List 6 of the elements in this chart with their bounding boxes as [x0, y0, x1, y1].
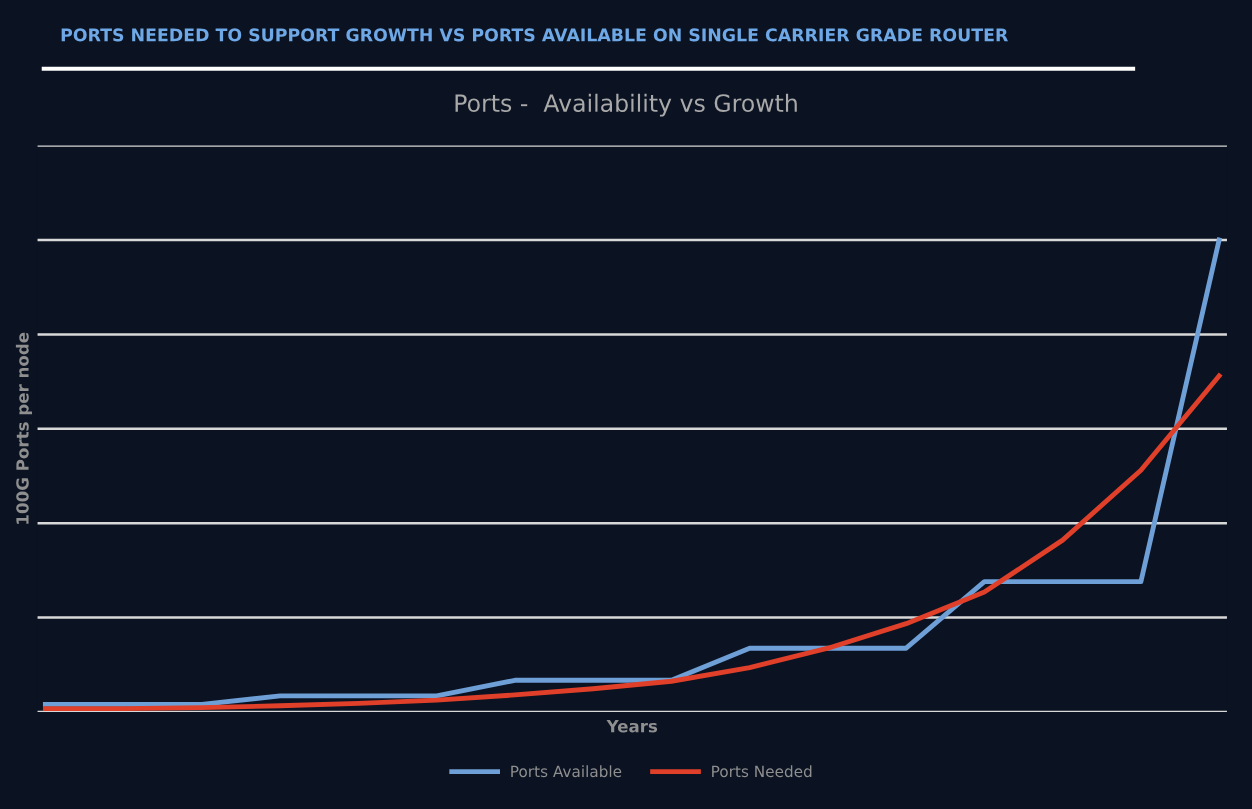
legend-label: Ports Available — [511, 765, 622, 778]
x-axis-title: Years — [606, 720, 658, 733]
chart-subtitle: Ports - Availability vs Growth — [455, 93, 797, 117]
y-axis-title: 100G Ports per node — [15, 332, 32, 524]
legend-label: Ports Needed — [712, 765, 812, 778]
chart-title: PORTS NEEDED TO SUPPORT GROWTH VS PORTS AVAILABLE ON SINGLE CARRIER GRADE ROUTER — [61, 28, 1008, 42]
